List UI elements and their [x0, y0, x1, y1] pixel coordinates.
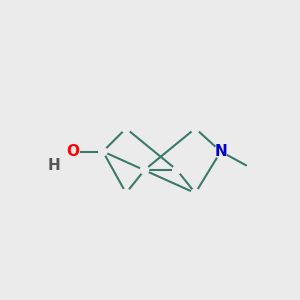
Text: O: O — [66, 144, 80, 159]
Circle shape — [99, 147, 107, 156]
Circle shape — [66, 145, 80, 158]
Circle shape — [122, 124, 130, 133]
Text: N: N — [214, 144, 227, 159]
Text: H: H — [48, 158, 61, 173]
Circle shape — [49, 160, 59, 170]
Circle shape — [191, 124, 200, 133]
Circle shape — [140, 166, 149, 174]
Circle shape — [122, 189, 130, 197]
Circle shape — [191, 189, 200, 197]
Circle shape — [214, 145, 227, 158]
Circle shape — [173, 166, 181, 174]
